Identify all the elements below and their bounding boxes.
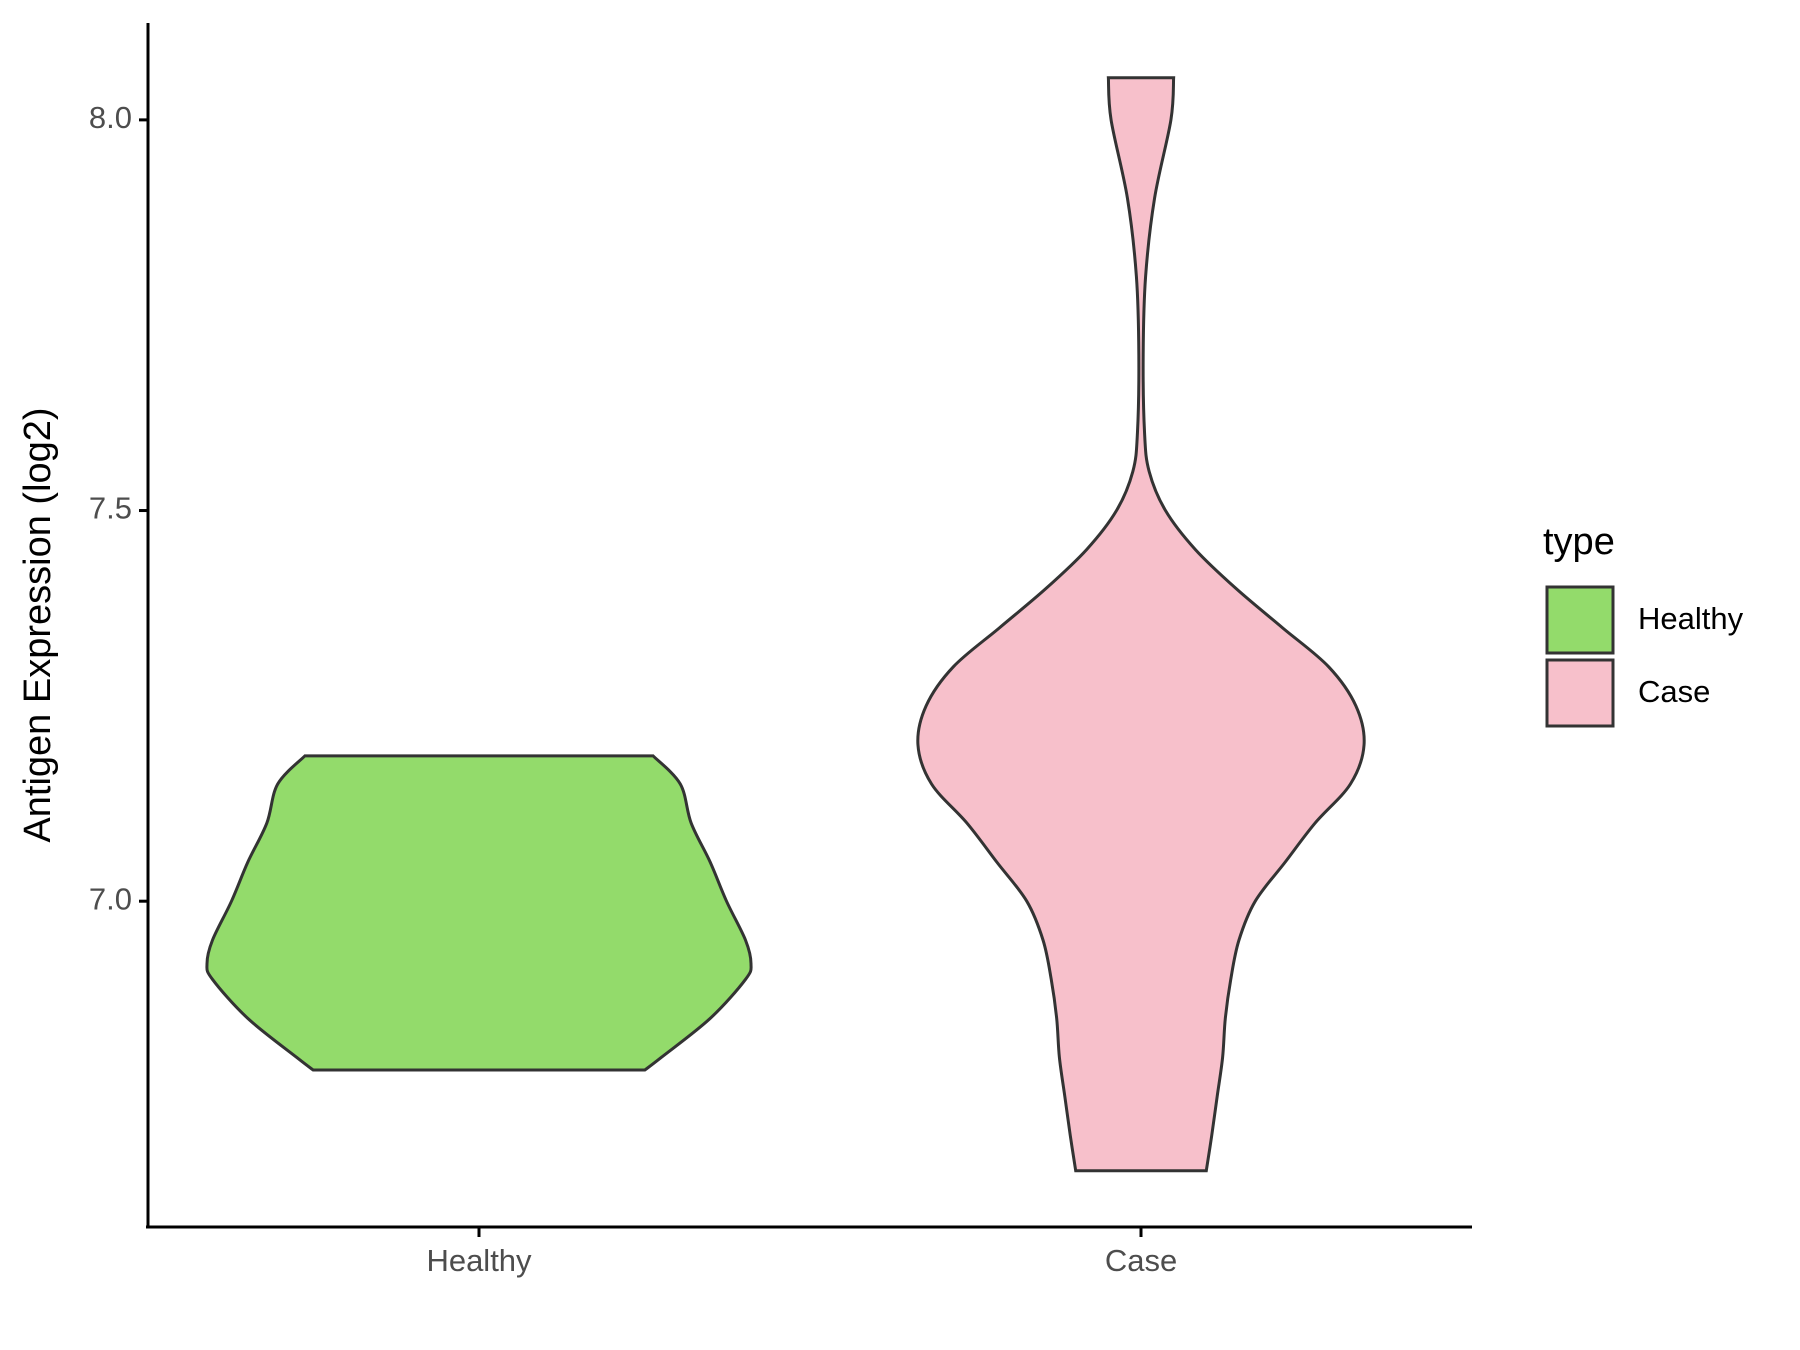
y-tick-label: 7.5: [89, 491, 132, 526]
legend-label: Case: [1638, 674, 1710, 709]
legend-key: [1545, 585, 1615, 655]
legend-label: Healthy: [1638, 601, 1744, 636]
y-tick-label: 7.0: [89, 881, 132, 916]
y-axis-title: Antigen Expression (log2): [17, 407, 59, 842]
x-tick-label: Case: [1105, 1243, 1177, 1278]
violin: [916, 76, 1366, 1173]
violin: [205, 754, 753, 1072]
y-tick-label: 8.0: [89, 100, 132, 135]
x-tick-label: Healthy: [426, 1243, 532, 1278]
legend-title: type: [1543, 521, 1615, 563]
legend-key: [1545, 658, 1615, 728]
